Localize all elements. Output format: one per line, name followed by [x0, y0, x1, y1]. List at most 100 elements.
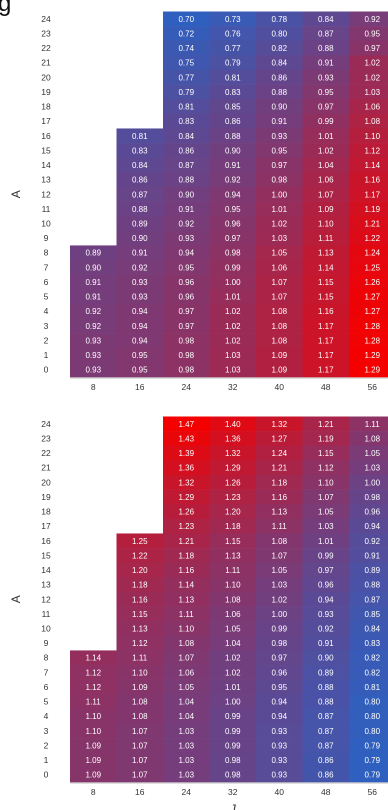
- heatmap-cell: [349, 260, 388, 275]
- y-tick-label: 13: [41, 175, 51, 185]
- cell-value-label: 1.19: [364, 205, 380, 214]
- heatmap-cell: [163, 767, 210, 783]
- cell-value-label: 1.08: [271, 322, 287, 331]
- cell-value-label: 1.22: [364, 234, 380, 243]
- heatmap-cell: [302, 113, 349, 129]
- heatmap-cell: [302, 606, 349, 622]
- cell-value-label: 1.16: [178, 566, 194, 575]
- cell-value-label: 1.04: [318, 161, 334, 170]
- cell-value-label: 0.93: [178, 234, 194, 243]
- cell-value-label: 0.94: [225, 190, 241, 199]
- heatmap-cell: [163, 621, 210, 637]
- cell-value-label: 1.14: [364, 161, 380, 170]
- heatmap-cell: [70, 245, 117, 261]
- heatmap-cell: [70, 260, 117, 275]
- heatmap-cell: [256, 635, 303, 651]
- cell-value-label: 0.74: [178, 44, 194, 53]
- heatmap-cell: [256, 55, 303, 71]
- cell-value-label: 0.92: [178, 219, 194, 228]
- heatmap-cell: [256, 518, 303, 534]
- heatmap-cell: [349, 201, 388, 217]
- heatmap-cell: [163, 201, 210, 217]
- y-tick-label: 19: [41, 492, 51, 502]
- heatmap-cell: [349, 416, 388, 432]
- cell-value-label: 1.13: [225, 551, 241, 560]
- cell-value-label: 0.98: [178, 366, 194, 375]
- cell-value-label: 1.03: [178, 756, 194, 765]
- heatmap-cell: [163, 157, 210, 173]
- cell-value-label: 0.99: [271, 624, 287, 633]
- heatmap-cell: [349, 157, 388, 173]
- cell-value-label: 1.15: [318, 293, 334, 302]
- heatmap-cell: [256, 431, 303, 447]
- y-tick-label: 11: [42, 204, 51, 214]
- cell-value-label: 1.02: [225, 336, 241, 345]
- heatmap-cell: [116, 274, 163, 290]
- cell-value-label: 0.97: [271, 161, 287, 170]
- y-tick-label: 2: [44, 740, 49, 750]
- cell-value-label: 1.12: [85, 668, 101, 677]
- heatmap-cell: [116, 186, 163, 202]
- cell-value-label: 0.79: [364, 771, 380, 780]
- cell-value-label: 1.09: [85, 771, 101, 780]
- x-tick-label: 24: [182, 382, 192, 392]
- cell-value-label: 0.86: [132, 176, 148, 185]
- heatmap-cell: [209, 504, 256, 520]
- cell-value-label: 1.03: [225, 351, 241, 360]
- heatmap-cell: [302, 767, 349, 783]
- heatmap-cell: [209, 416, 256, 432]
- cell-value-label: 0.90: [225, 146, 241, 155]
- cell-value-label: 0.82: [271, 44, 287, 53]
- heatmap-cell: [256, 591, 303, 607]
- heatmap-cell: [209, 216, 256, 232]
- heatmap-cell: [302, 577, 349, 593]
- cell-value-label: 1.07: [178, 654, 194, 663]
- cell-value-label: 1.21: [364, 219, 380, 228]
- heatmap-cell: [349, 172, 388, 188]
- heatmap-cell: [256, 303, 303, 319]
- heatmap-cell: [349, 128, 388, 144]
- cell-value-label: 0.98: [225, 756, 241, 765]
- cell-value-label: 1.07: [318, 493, 334, 502]
- cell-value-label: 1.11: [179, 610, 195, 619]
- heatmap-cell: [302, 274, 349, 290]
- y-tick-label: 6: [44, 277, 49, 287]
- cell-value-label: 0.98: [271, 639, 287, 648]
- cell-value-label: 0.97: [178, 307, 194, 316]
- heatmap-cell: [116, 738, 163, 754]
- heatmap-cell: [209, 318, 256, 334]
- cell-value-label: 1.13: [178, 595, 194, 604]
- cell-value-label: 1.00: [364, 478, 380, 487]
- heatmap-cell: [256, 347, 303, 363]
- cell-value-label: 1.03: [271, 581, 287, 590]
- heatmap-cell: [256, 99, 303, 115]
- x-axis-label: J: [229, 802, 237, 810]
- heatmap-cell: [349, 738, 388, 754]
- cell-value-label: 1.05: [364, 449, 380, 458]
- heatmap-cell: [302, 245, 349, 261]
- cell-value-label: 0.83: [178, 117, 194, 126]
- heatmap-cell: [302, 318, 349, 334]
- cell-value-label: 1.03: [364, 88, 380, 97]
- cell-value-label: 0.86: [318, 756, 334, 765]
- cell-value-label: 1.10: [318, 219, 334, 228]
- cell-value-label: 1.19: [318, 434, 334, 443]
- heatmap-cell: [302, 416, 349, 432]
- x-tick-label: 32: [228, 787, 238, 797]
- heatmap-cell: [349, 40, 388, 56]
- heatmap-cell: [116, 635, 163, 651]
- cell-value-label: 1.09: [271, 366, 287, 375]
- cell-value-label: 1.18: [132, 581, 148, 590]
- y-tick-label: 12: [41, 594, 51, 604]
- x-tick-label: 48: [321, 382, 331, 392]
- heatmap-cell: [209, 143, 256, 158]
- cell-value-label: 0.87: [364, 595, 380, 604]
- cell-value-label: 0.81: [132, 132, 148, 141]
- heatmap-cell: [349, 474, 388, 490]
- heatmap-cell: [209, 431, 256, 447]
- cell-value-label: 0.79: [364, 741, 380, 750]
- cell-value-label: 0.99: [318, 551, 334, 560]
- heatmap-cell: [163, 333, 210, 349]
- cell-value-label: 1.39: [178, 449, 194, 458]
- heatmap-cell: [209, 708, 256, 724]
